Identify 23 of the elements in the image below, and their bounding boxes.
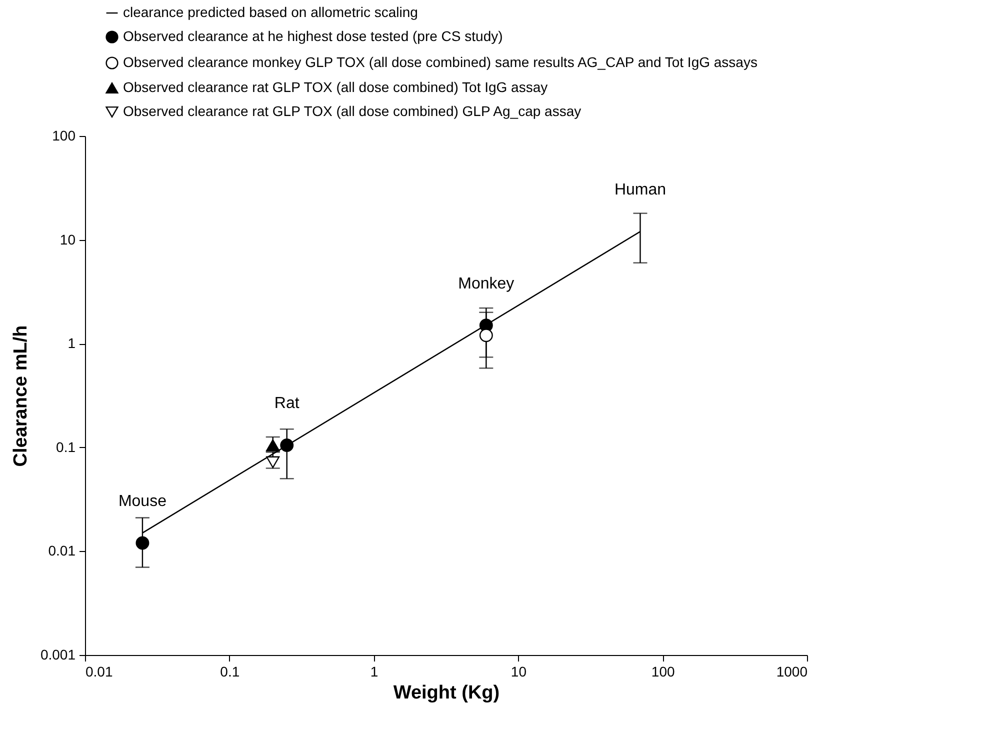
x-tick-label: 1: [370, 664, 378, 680]
y-tick-label: 10: [60, 231, 76, 248]
x-tick-label: 1000: [776, 664, 808, 680]
annotation: Monkey: [458, 275, 514, 292]
annotation: Mouse: [118, 492, 167, 510]
x-tick-label: 100: [651, 664, 675, 680]
x-axis-title: Weight (Kg): [393, 682, 500, 704]
y-tick-label: 0.1: [56, 438, 76, 455]
y-axis-title: Clearance mL/h: [10, 325, 32, 467]
legend-label: Observed clearance rat GLP TOX (all dose combined) Tot IgG assay: [123, 79, 548, 95]
y-tick-label: 0.01: [48, 542, 76, 559]
x-tick-label: 0.1: [220, 664, 240, 680]
y-tick-label: 1: [68, 335, 76, 352]
x-tick-label: 0.01: [86, 664, 113, 680]
legend-label: Observed clearance monkey GLP TOX (all dose combined) same results AG_CAP and Tot IgG assays: [123, 54, 758, 70]
annotation: Human: [614, 182, 666, 199]
legend-label: Observed clearance rat GLP TOX (all dose combined) GLP Ag_cap assay: [123, 103, 582, 119]
legend-label: clearance predicted based on allometric scaling: [123, 4, 418, 20]
y-tick-label: 0.001: [40, 646, 76, 662]
annotation: Rat: [274, 395, 300, 412]
y-tick-label: 100: [52, 128, 76, 144]
legend-label: Observed clearance at he highest dose tested (pre CS study): [123, 28, 503, 44]
x-tick-label: 10: [510, 664, 527, 680]
